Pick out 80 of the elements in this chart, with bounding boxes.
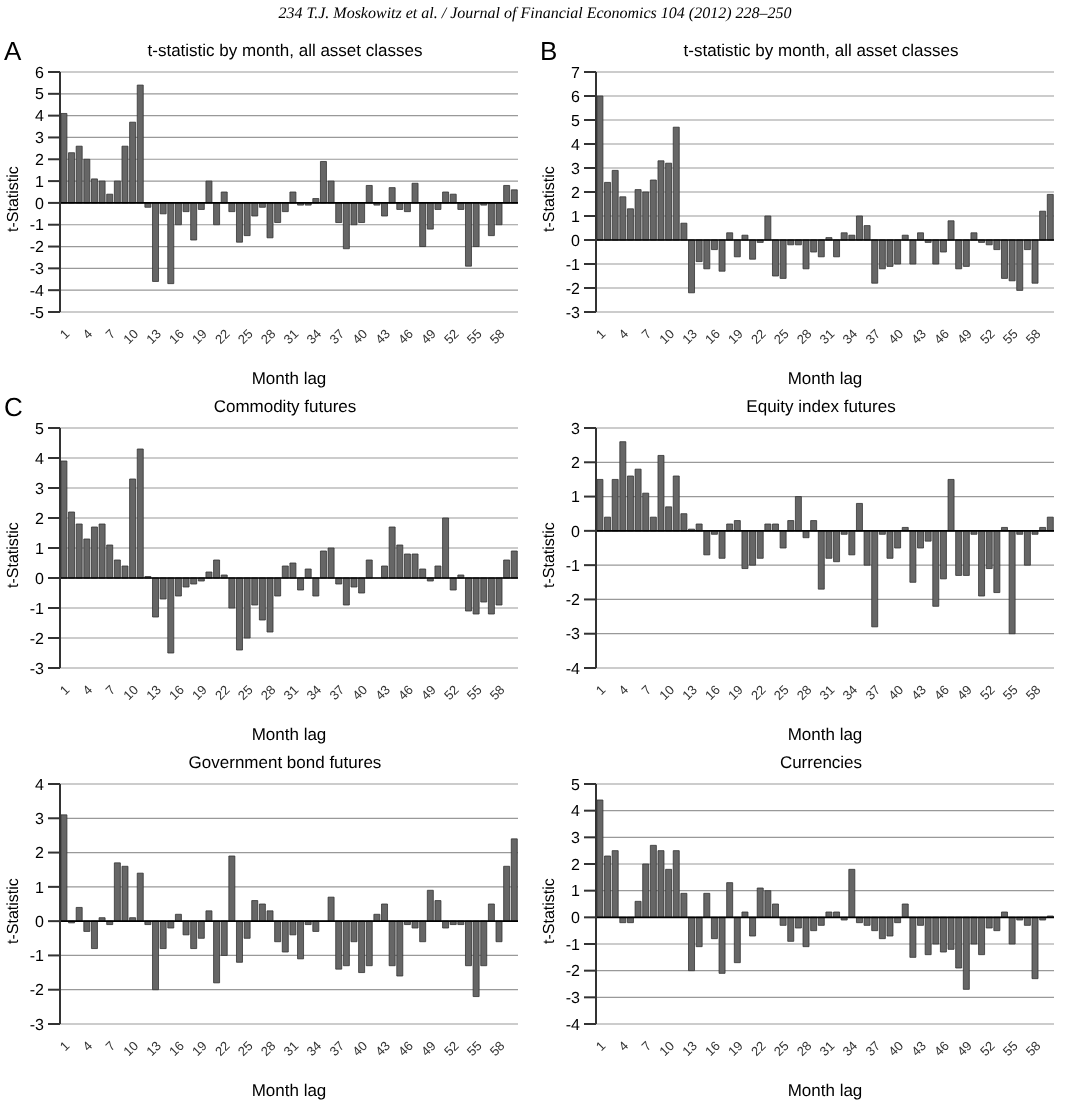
chart-title: Commodity futures	[213, 396, 357, 416]
y-tick-label: 3	[571, 419, 582, 438]
y-tick-label: 4	[35, 107, 46, 126]
y-tick-label: 0	[571, 909, 582, 928]
y-axis-title: t-Statistic	[539, 522, 558, 588]
y-tick-label: 4	[35, 449, 46, 468]
y-tick-label: 3	[35, 479, 46, 498]
y-tick-label: 1	[35, 878, 46, 897]
y-tick-label: 0	[571, 231, 582, 250]
y-tick-label: 3	[35, 809, 46, 828]
y-tick-label: -1	[565, 935, 582, 954]
y-tick-label: -3	[565, 625, 582, 644]
y-tick-label: 6	[35, 63, 46, 82]
text: C	[4, 392, 23, 422]
y-tick-label: 7	[571, 63, 582, 82]
y-tick-label: -1	[565, 556, 582, 575]
y-tick-label: -2	[29, 629, 46, 648]
y-tick-label: -2	[565, 591, 582, 610]
x-axis-title: Month lag	[251, 724, 327, 744]
y-tick-label: 3	[571, 829, 582, 848]
y-tick-label: 2	[35, 150, 46, 169]
y-tick-label: 0	[571, 522, 582, 541]
y-tick-label: 2	[35, 509, 46, 528]
x-axis-title: Month lag	[787, 1080, 863, 1100]
y-tick-label: 3	[35, 129, 46, 148]
y-tick-label: 1	[35, 172, 46, 191]
y-tick-label: -3	[565, 303, 582, 322]
y-tick-label: 2	[571, 855, 582, 874]
chart-title: Government bond futures	[186, 750, 384, 776]
y-tick-label: -1	[565, 255, 582, 274]
y-axis-title: t-Statistic	[3, 166, 22, 232]
y-tick-label: 2	[571, 453, 582, 472]
y-tick-label: 5	[571, 775, 582, 794]
y-tick-label: -1	[29, 599, 46, 618]
y-axis-title: t-Statistic	[539, 878, 558, 944]
y-tick-label: 1	[35, 539, 46, 558]
y-tick-label: -1	[29, 216, 46, 235]
y-tick-label: 3	[571, 159, 582, 178]
y-tick-label: 0	[35, 569, 46, 588]
y-tick-label: 5	[35, 85, 46, 104]
y-tick-label: -3	[29, 659, 46, 678]
x-axis-title: Month lag	[251, 368, 327, 388]
x-axis-title: Month lag	[251, 1080, 327, 1100]
text: 234 T.J. Moskowitz et al. / Journal of Financial Economics 104 (2012) 228–250	[276, 4, 794, 22]
y-tick-label: 1	[571, 488, 582, 507]
y-tick-label: 5	[571, 111, 582, 130]
y-axis-title: t-Statistic	[3, 878, 22, 944]
y-tick-label: -4	[565, 1015, 582, 1034]
chart-title: Equity index futures	[744, 394, 898, 420]
y-tick-label: 5	[35, 419, 46, 438]
y-tick-label: -4	[29, 281, 46, 300]
text: A	[4, 36, 22, 66]
chart-title: t-statistic by month, all asset classes	[683, 40, 959, 60]
y-tick-label: 0	[35, 912, 46, 931]
y-tick-label: -5	[29, 303, 46, 322]
y-tick-label: 2	[571, 183, 582, 202]
chart-title: Currencies	[777, 750, 865, 776]
y-tick-label: 1	[571, 882, 582, 901]
y-tick-label: -2	[565, 279, 582, 298]
y-tick-label: -2	[29, 238, 46, 257]
y-axis-title: t-Statistic	[3, 522, 22, 588]
y-tick-label: -2	[29, 981, 46, 1000]
text: B	[540, 36, 558, 66]
x-axis-title: Month lag	[787, 724, 863, 744]
y-tick-label: -3	[565, 989, 582, 1008]
y-tick-label: 4	[35, 775, 46, 794]
chart-title: t-statistic by month, all asset classes	[147, 40, 423, 60]
y-tick-label: 6	[571, 87, 582, 106]
x-axis-title: Month lag	[787, 368, 863, 388]
y-tick-label: -1	[29, 947, 46, 966]
y-tick-label: -3	[29, 260, 46, 279]
y-tick-label: -2	[565, 962, 582, 981]
y-tick-label: 2	[35, 844, 46, 863]
y-tick-label: 4	[571, 802, 582, 821]
y-tick-label: 1	[571, 207, 582, 226]
y-tick-label: 0	[35, 194, 46, 213]
y-tick-label: -3	[29, 1015, 46, 1034]
y-tick-label: 4	[571, 135, 582, 154]
y-tick-label: -4	[565, 659, 582, 678]
y-axis-title: t-Statistic	[539, 166, 558, 232]
